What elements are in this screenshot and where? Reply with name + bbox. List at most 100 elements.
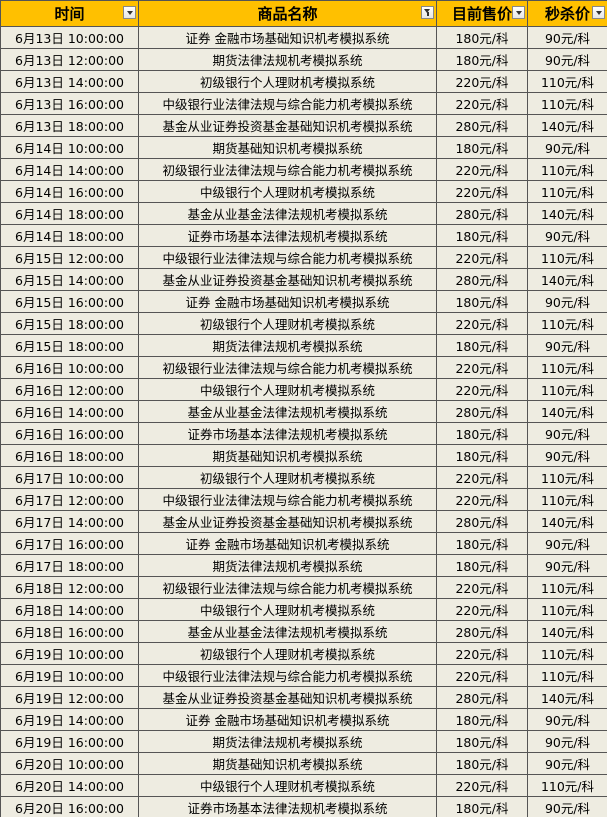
product-cell: 证券 金融市场基础知识机考模拟系统 [138, 290, 437, 313]
price-cell: 180元/科 [436, 532, 528, 555]
table-row: 6月19日 10:00:00 初级银行个人理财机考模拟系统 220元/科 110元/科 [0, 642, 607, 665]
product-cell: 中级银行个人理财机考模拟系统 [138, 378, 437, 401]
sale-price-cell: 140元/科 [527, 202, 607, 225]
product-cell: 证券市场基本法律法规机考模拟系统 [138, 224, 437, 247]
product-cell: 证券 金融市场基础知识机考模拟系统 [138, 708, 437, 731]
filter-button[interactable] [421, 6, 434, 19]
time-cell: 6月16日 12:00:00 [0, 378, 139, 401]
time-cell: 6月20日 16:00:00 [0, 796, 139, 817]
filter-button[interactable] [512, 6, 525, 19]
time-cell: 6月14日 16:00:00 [0, 180, 139, 203]
sale-price-cell: 90元/科 [527, 136, 607, 159]
table-row: 6月15日 18:00:00 期货法律法规机考模拟系统 180元/科 90元/科 [0, 334, 607, 357]
filter-button[interactable] [123, 6, 136, 19]
product-cell: 期货基础知识机考模拟系统 [138, 136, 437, 159]
price-cell: 280元/科 [436, 268, 528, 291]
sale-price-cell: 110元/科 [527, 70, 607, 93]
product-cell: 初级银行个人理财机考模拟系统 [138, 642, 437, 665]
header-cell: 秒杀价 [527, 0, 607, 27]
time-cell: 6月18日 12:00:00 [0, 576, 139, 599]
price-cell: 280元/科 [436, 510, 528, 533]
sale-price-cell: 90元/科 [527, 752, 607, 775]
table-row: 6月16日 16:00:00 证券市场基本法律法规机考模拟系统 180元/科 90元/… [0, 422, 607, 445]
time-cell: 6月19日 10:00:00 [0, 642, 139, 665]
table-row: 6月17日 18:00:00 期货法律法规机考模拟系统 180元/科 90元/科 [0, 554, 607, 577]
sale-price-cell: 90元/科 [527, 26, 607, 49]
price-cell: 180元/科 [436, 752, 528, 775]
price-cell: 280元/科 [436, 114, 528, 137]
price-cell: 220元/科 [436, 158, 528, 181]
product-cell: 基金从业证券投资基金基础知识机考模拟系统 [138, 114, 437, 137]
table-row: 6月13日 12:00:00 期货法律法规机考模拟系统 180元/科 90元/科 [0, 48, 607, 71]
time-cell: 6月13日 10:00:00 [0, 26, 139, 49]
price-cell: 220元/科 [436, 598, 528, 621]
price-cell: 220元/科 [436, 70, 528, 93]
price-cell: 220元/科 [436, 642, 528, 665]
product-cell: 期货基础知识机考模拟系统 [138, 444, 437, 467]
table-row: 6月17日 12:00:00 中级银行业法律法规与综合能力机考模拟系统 220元/科… [0, 488, 607, 511]
table-row: 6月20日 10:00:00 期货基础知识机考模拟系统 180元/科 90元/科 [0, 752, 607, 775]
table-row: 6月15日 18:00:00 初级银行个人理财机考模拟系统 220元/科 110元/科 [0, 312, 607, 335]
product-cell: 期货法律法规机考模拟系统 [138, 334, 437, 357]
header-text: 秒杀价 [544, 5, 590, 23]
price-cell: 180元/科 [436, 26, 528, 49]
time-cell: 6月14日 18:00:00 [0, 224, 139, 247]
time-cell: 6月15日 12:00:00 [0, 246, 139, 269]
sale-price-cell: 110元/科 [527, 312, 607, 335]
filter-button[interactable] [592, 6, 605, 19]
table-row: 6月19日 14:00:00 证券 金融市场基础知识机考模拟系统 180元/科 90元… [0, 708, 607, 731]
price-cell: 280元/科 [436, 400, 528, 423]
table-row: 6月16日 12:00:00 中级银行个人理财机考模拟系统 220元/科 110元/科 [0, 378, 607, 401]
price-cell: 220元/科 [436, 576, 528, 599]
table-body: 6月13日 10:00:00 证券 金融市场基础知识机考模拟系统 180元/科 90元… [0, 26, 607, 817]
time-cell: 6月20日 10:00:00 [0, 752, 139, 775]
price-cell: 180元/科 [436, 444, 528, 467]
price-cell: 220元/科 [436, 180, 528, 203]
table-header: 时间 商品名称 目前售价 秒杀价 [0, 0, 607, 27]
sale-price-cell: 110元/科 [527, 466, 607, 489]
sale-price-cell: 90元/科 [527, 48, 607, 71]
time-cell: 6月19日 14:00:00 [0, 708, 139, 731]
header-text: 目前售价 [451, 5, 512, 23]
table-row: 6月13日 10:00:00 证券 金融市场基础知识机考模拟系统 180元/科 90元… [0, 26, 607, 49]
table-row: 6月18日 14:00:00 中级银行个人理财机考模拟系统 220元/科 110元/科 [0, 598, 607, 621]
time-cell: 6月16日 16:00:00 [0, 422, 139, 445]
product-cell: 基金从业基金法律法规机考模拟系统 [138, 202, 437, 225]
time-cell: 6月16日 10:00:00 [0, 356, 139, 379]
price-cell: 280元/科 [436, 620, 528, 643]
time-cell: 6月17日 18:00:00 [0, 554, 139, 577]
product-cell: 基金从业证券投资基金基础知识机考模拟系统 [138, 510, 437, 533]
product-cell: 中级银行业法律法规与综合能力机考模拟系统 [138, 92, 437, 115]
sale-price-cell: 140元/科 [527, 620, 607, 643]
time-cell: 6月14日 18:00:00 [0, 202, 139, 225]
product-cell: 初级银行个人理财机考模拟系统 [138, 70, 437, 93]
time-cell: 6月19日 12:00:00 [0, 686, 139, 709]
time-cell: 6月17日 12:00:00 [0, 488, 139, 511]
price-cell: 220元/科 [436, 466, 528, 489]
price-cell: 180元/科 [436, 334, 528, 357]
price-cell: 180元/科 [436, 290, 528, 313]
sale-price-cell: 110元/科 [527, 488, 607, 511]
product-cell: 中级银行个人理财机考模拟系统 [138, 180, 437, 203]
sale-price-cell: 90元/科 [527, 444, 607, 467]
time-cell: 6月15日 18:00:00 [0, 312, 139, 335]
sale-price-cell: 110元/科 [527, 246, 607, 269]
sale-price-cell: 110元/科 [527, 642, 607, 665]
table-row: 6月17日 14:00:00 基金从业证券投资基金基础知识机考模拟系统 280元/科… [0, 510, 607, 533]
price-cell: 220元/科 [436, 92, 528, 115]
product-cell: 初级银行个人理财机考模拟系统 [138, 312, 437, 335]
header-cell: 时间 [0, 0, 139, 27]
product-cell: 期货法律法规机考模拟系统 [138, 554, 437, 577]
sale-price-cell: 110元/科 [527, 664, 607, 687]
time-cell: 6月15日 14:00:00 [0, 268, 139, 291]
table-row: 6月18日 12:00:00 初级银行业法律法规与综合能力机考模拟系统 220元/科… [0, 576, 607, 599]
table-row: 6月19日 16:00:00 期货法律法规机考模拟系统 180元/科 90元/科 [0, 730, 607, 753]
time-cell: 6月16日 18:00:00 [0, 444, 139, 467]
sale-price-cell: 110元/科 [527, 598, 607, 621]
product-cell: 期货法律法规机考模拟系统 [138, 48, 437, 71]
table-row: 6月13日 18:00:00 基金从业证券投资基金基础知识机考模拟系统 280元/科… [0, 114, 607, 137]
time-cell: 6月16日 14:00:00 [0, 400, 139, 423]
time-cell: 6月14日 10:00:00 [0, 136, 139, 159]
table-row: 6月15日 14:00:00 基金从业证券投资基金基础知识机考模拟系统 280元/科… [0, 268, 607, 291]
